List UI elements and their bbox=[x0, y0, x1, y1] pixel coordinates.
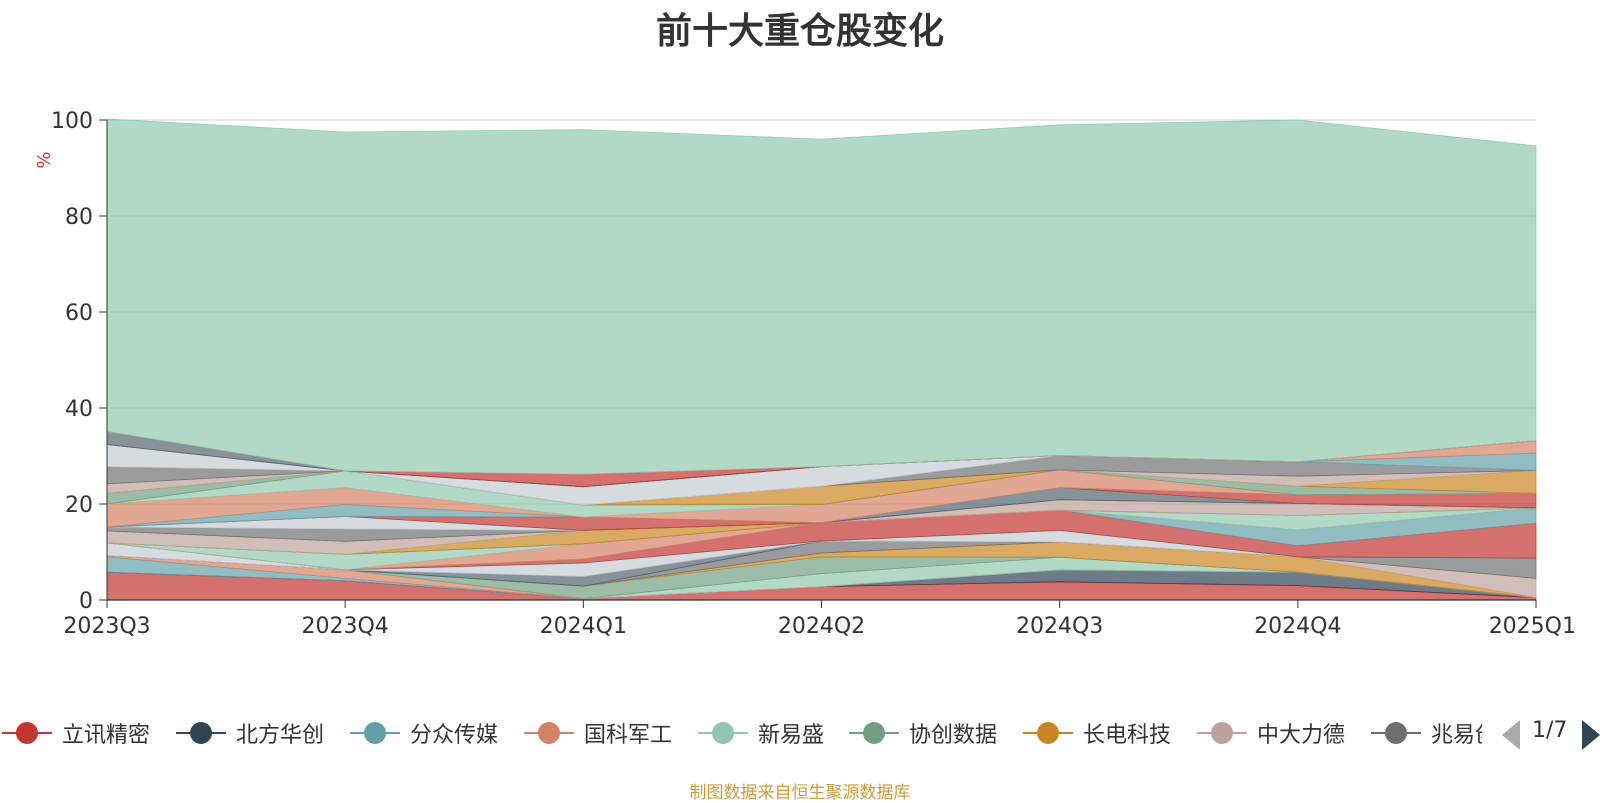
legend-label: 兆易创新 bbox=[1431, 723, 1482, 748]
legend-marker-icon bbox=[1197, 720, 1247, 746]
legend-item[interactable]: 长电科技 bbox=[1023, 720, 1172, 748]
axes: 0 20 40 60 80 100 2023Q3 2023Q4 2024Q1 2024Q2 2024… bbox=[51, 109, 1576, 639]
legend-marker-icon bbox=[849, 720, 899, 746]
legend-label: 分众传媒 bbox=[410, 723, 499, 748]
legend-label: 中大力德 bbox=[1257, 723, 1346, 748]
legend-label: 长电科技 bbox=[1083, 723, 1172, 748]
stacked-area-chart: 0 20 40 60 80 100 2023Q3 2023Q4 2024Q1 2024Q2 2024… bbox=[34, 109, 1576, 639]
x-tick-label: 2024Q3 bbox=[1016, 614, 1103, 639]
legend-prev-icon[interactable] bbox=[1502, 720, 1520, 750]
y-tick-label: 40 bbox=[65, 397, 93, 422]
x-tick-label: 2023Q3 bbox=[63, 614, 150, 639]
legend-marker-icon bbox=[350, 720, 400, 746]
y-tick-label: 80 bbox=[65, 205, 93, 230]
legend-marker-icon bbox=[1023, 720, 1073, 746]
legend-item[interactable]: 协创数据 bbox=[849, 720, 998, 748]
legend: 立讯精密 北方华创 分众传媒 国科军工 新易盛 协创数据 长电科技 中大力德 兆易创新 1/7 bbox=[0, 708, 1600, 758]
legend-marker-icon bbox=[698, 720, 748, 746]
y-tick-label: 60 bbox=[65, 301, 93, 326]
x-tick-label: 2023Q4 bbox=[302, 614, 389, 639]
chart-title: 前十大重仓股变化 bbox=[655, 11, 944, 52]
legend-label: 协创数据 bbox=[909, 723, 998, 748]
legend-viewport: 立讯精密 北方华创 分众传媒 国科军工 新易盛 协创数据 长电科技 中大力德 兆易创新 bbox=[0, 708, 1482, 758]
x-tick-label: 2024Q1 bbox=[540, 614, 627, 639]
legend-marker-icon bbox=[1371, 720, 1421, 746]
x-tick-label: 2024Q4 bbox=[1254, 614, 1341, 639]
y-tick-label: 100 bbox=[51, 109, 93, 134]
legend-item[interactable]: 中大力德 bbox=[1197, 720, 1346, 748]
legend-pager: 1/7 bbox=[1500, 708, 1600, 758]
legend-label: 新易盛 bbox=[758, 723, 825, 748]
area-series-group bbox=[106, 118, 1537, 601]
legend-item[interactable]: 新易盛 bbox=[698, 720, 825, 748]
legend-item[interactable]: 分众传媒 bbox=[350, 720, 499, 748]
legend-marker-icon bbox=[524, 720, 574, 746]
legend-label: 北方华创 bbox=[236, 723, 325, 748]
data-source-note: 制图数据来自恒生聚源数据库 bbox=[689, 783, 911, 803]
legend-item[interactable]: 国科军工 bbox=[524, 720, 673, 748]
legend-label: 立讯精密 bbox=[62, 723, 151, 748]
legend-item[interactable]: 兆易创新 bbox=[1371, 720, 1482, 748]
legend-marker-icon bbox=[2, 720, 52, 746]
legend-next-icon[interactable] bbox=[1582, 720, 1600, 750]
legend-item[interactable]: 北方华创 bbox=[176, 720, 325, 748]
legend-page-indicator: 1/7 bbox=[1532, 718, 1568, 743]
legend-marker-icon bbox=[176, 720, 226, 746]
area-series-35 bbox=[106, 118, 1537, 475]
x-tick-label: 2024Q2 bbox=[778, 614, 865, 639]
y-tick-label: 20 bbox=[65, 493, 93, 518]
legend-item[interactable]: 立讯精密 bbox=[2, 720, 151, 748]
legend-label: 国科军工 bbox=[584, 723, 673, 748]
x-tick-label: 2025Q1 bbox=[1489, 614, 1576, 639]
y-axis-label: % bbox=[34, 151, 55, 168]
y-tick-label: 0 bbox=[79, 589, 93, 614]
